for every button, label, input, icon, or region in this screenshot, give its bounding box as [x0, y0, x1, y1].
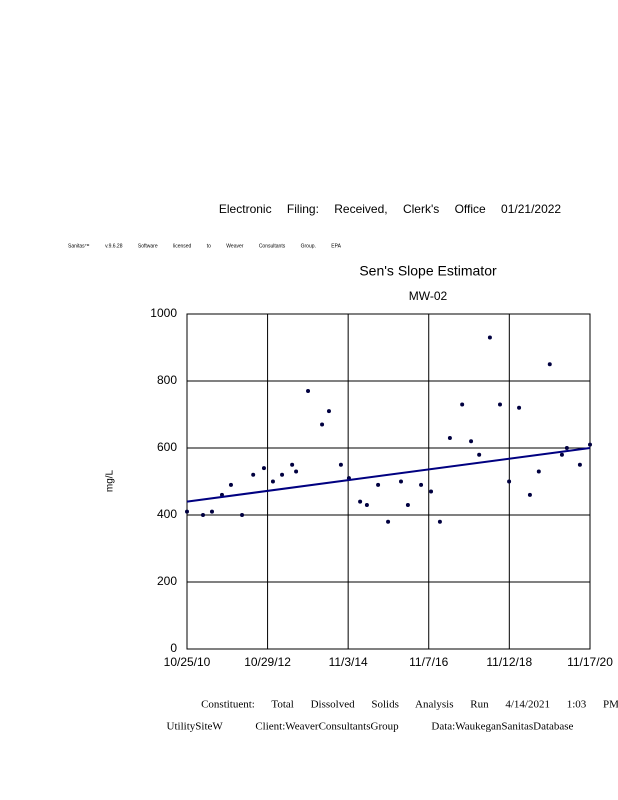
chart-subtitle: MW-02	[409, 289, 448, 303]
footer-line: UtilitySiteW Client:WeaverConsultantsGro…	[167, 721, 574, 733]
data-point	[437, 519, 442, 524]
x-tick-label: 10/29/12	[244, 655, 291, 669]
data-point	[469, 439, 474, 444]
data-point	[306, 389, 311, 394]
data-point	[280, 472, 285, 477]
data-point	[559, 452, 564, 457]
data-point	[320, 422, 325, 427]
data-point	[201, 513, 206, 517]
software-note: Sanitas™ v.9.6.28 Software licensed to W…	[68, 243, 342, 249]
trend-line	[186, 447, 591, 503]
data-point	[577, 462, 582, 467]
data-point	[507, 479, 512, 484]
data-point	[398, 479, 403, 484]
data-point	[536, 469, 541, 474]
x-tick-label: 11/3/14	[329, 655, 368, 669]
data-point	[326, 409, 331, 414]
data-point	[228, 482, 233, 487]
y-tick-label: 800	[157, 373, 177, 387]
data-point	[290, 462, 295, 467]
y-tick-label: 600	[157, 440, 177, 454]
data-point	[261, 466, 266, 471]
y-tick-label: 200	[157, 574, 177, 588]
data-point	[429, 489, 434, 494]
data-point	[386, 519, 391, 524]
y-tick-label: 0	[170, 641, 177, 655]
data-point	[564, 446, 569, 450]
y-tick-label: 1000	[150, 306, 177, 320]
data-point	[460, 402, 465, 407]
data-point	[251, 472, 256, 477]
data-point	[447, 435, 452, 440]
data-point	[419, 482, 424, 487]
x-tick-label: 11/7/16	[409, 655, 448, 669]
data-point	[487, 335, 492, 340]
filing-header: Electronic Filing: Received, Clerk's Off…	[219, 202, 562, 216]
data-point	[270, 479, 275, 484]
data-point	[294, 469, 299, 474]
data-point	[477, 452, 482, 457]
chart-title: Sen's Slope Estimator	[359, 263, 497, 279]
data-point	[588, 442, 592, 447]
data-point	[185, 509, 189, 514]
x-tick-label: 11/17/20	[567, 655, 613, 669]
x-tick-label: 11/12/18	[486, 655, 532, 669]
data-point	[547, 362, 552, 367]
data-point	[517, 405, 522, 410]
y-axis-label: mg/L	[105, 469, 116, 492]
data-point	[527, 492, 532, 497]
footer-line: Constituent: Total Dissolved Solids Anal…	[201, 699, 618, 711]
data-point	[209, 509, 214, 514]
x-tick-label: 10/25/10	[164, 655, 211, 669]
data-point	[240, 513, 245, 517]
y-tick-label: 400	[157, 507, 177, 521]
data-point	[497, 402, 502, 407]
data-point	[338, 462, 343, 467]
data-point	[364, 502, 369, 507]
data-point	[405, 502, 410, 507]
plot-frame	[186, 313, 591, 650]
data-point	[376, 482, 381, 487]
data-point	[358, 499, 363, 504]
